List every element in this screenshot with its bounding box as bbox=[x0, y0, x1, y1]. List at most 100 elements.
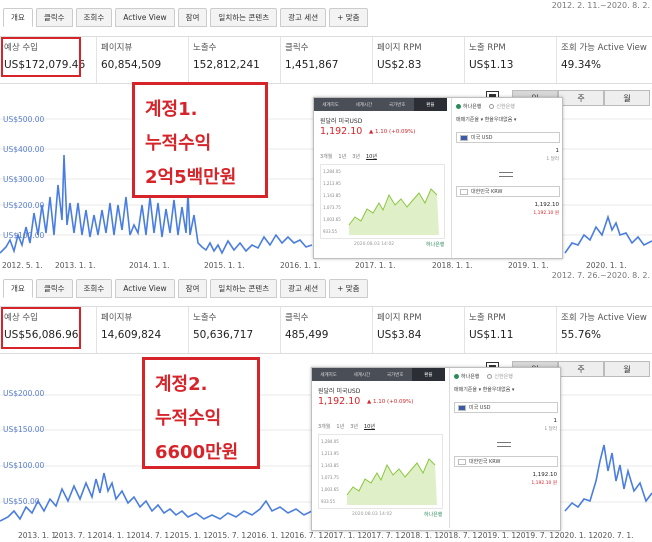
metric-pageviews[interactable]: 페이지뷰 60,854,509 bbox=[96, 37, 188, 83]
metrics-row: 예상 수입 US$172,079.46 페이지뷰 60,854,509 노출수 … bbox=[0, 36, 652, 84]
x-axis-label: 2017. 1. 1. bbox=[324, 531, 365, 540]
x-axis-label: 2020. 7. 1. bbox=[593, 531, 634, 540]
metric-estimated-earnings[interactable]: 예상 수입 US$56,086.96 bbox=[0, 307, 95, 353]
fx-nav-country-code[interactable]: 국가번호 bbox=[388, 102, 406, 108]
x-axis-label: 2013. 1. 1. bbox=[18, 531, 59, 540]
fx-bank-radio-shinhan[interactable]: 신한은행 bbox=[489, 103, 515, 110]
date-range[interactable]: 2012. 2. 11.~2020. 8. 2. bbox=[551, 1, 650, 10]
fx-nav-world-map[interactable]: 세계지도 bbox=[320, 372, 337, 378]
fx-nav-world-time[interactable]: 세계시간 bbox=[355, 102, 373, 108]
period-month-button[interactable]: 월 bbox=[604, 361, 650, 377]
fx-line bbox=[346, 458, 436, 496]
fx-nav-exchange-rate[interactable]: 환율 bbox=[411, 368, 445, 381]
metric-clicks[interactable]: 클릭수 485,499 bbox=[280, 307, 372, 353]
tab-active-view[interactable]: Active View bbox=[115, 279, 175, 298]
kr-flag-icon bbox=[458, 459, 466, 465]
period-week-button[interactable]: 주 bbox=[558, 90, 604, 106]
fx-period-10y[interactable]: 10년 bbox=[363, 424, 375, 430]
fx-to-currency-select[interactable]: 대한민국 KRW bbox=[454, 456, 558, 467]
metric-impression-rpm[interactable]: 노출 RPM US$1.13 bbox=[464, 37, 556, 83]
tab-ad-sessions[interactable]: 광고 세션 bbox=[280, 8, 327, 27]
fx-y-tick: 1,284.05 bbox=[323, 169, 341, 174]
earnings-highlight-box bbox=[1, 307, 81, 349]
metric-page-rpm[interactable]: 페이지 RPM US$3.84 bbox=[372, 307, 464, 353]
fx-period-3y[interactable]: 3년 bbox=[350, 424, 358, 430]
tab-views[interactable]: 조회수 bbox=[75, 8, 113, 27]
annotation-callout: 계정1. 누적수익 2억5백만원 bbox=[132, 82, 268, 198]
radio-on-icon bbox=[456, 104, 461, 109]
metric-impression-rpm[interactable]: 노출 RPM US$1.11 bbox=[464, 307, 556, 353]
metric-label: 클릭수 bbox=[285, 43, 309, 53]
period-month-button[interactable]: 월 bbox=[604, 90, 650, 106]
fx-from-amount[interactable]: 1 bbox=[555, 148, 560, 154]
tab-clicks[interactable]: 클릭수 bbox=[35, 279, 73, 298]
tab-matched-content[interactable]: 일치하는 콘텐츠 bbox=[210, 279, 278, 298]
fx-bank-radio-hana[interactable]: 하나은행 bbox=[454, 373, 479, 380]
fx-bank-radios: 하나은행 신한은행 bbox=[454, 373, 513, 380]
fx-period-tabs: 3개월 1년 3년 10년 bbox=[318, 423, 375, 430]
tab-engagement[interactable]: 잠여 bbox=[177, 8, 208, 27]
fx-area bbox=[347, 459, 437, 505]
x-axis-label: 2014. 7. 1. bbox=[131, 531, 172, 540]
fx-title: 원달러 미국USD bbox=[318, 388, 361, 395]
metric-active-view[interactable]: 조회 가능 Active View 55.76% bbox=[556, 307, 652, 353]
metric-label: 클릭수 bbox=[285, 313, 309, 323]
fx-to-currency-select[interactable]: 대한민국 KRW bbox=[456, 186, 560, 197]
x-axis-label: 2018. 1. 1. bbox=[432, 261, 473, 270]
metric-value: US$3.84 bbox=[377, 329, 422, 341]
metric-active-view[interactable]: 조회 가능 Active View 49.34% bbox=[556, 37, 652, 83]
fx-period-3y[interactable]: 3년 bbox=[352, 154, 360, 160]
metric-value: 152,812,241 bbox=[193, 59, 260, 71]
tab-custom[interactable]: + 맞춤 bbox=[329, 8, 368, 27]
fx-y-tick: 1,073.75 bbox=[323, 205, 341, 210]
fx-area bbox=[349, 189, 439, 235]
fx-to-sub: 1,192.10 원 bbox=[531, 481, 557, 486]
tab-overview[interactable]: 개요 bbox=[3, 279, 33, 298]
metric-impressions[interactable]: 노출수 50,636,717 bbox=[188, 307, 280, 353]
fx-nav-world-map[interactable]: 세계지도 bbox=[322, 102, 339, 108]
metric-clicks[interactable]: 클릭수 1,451,867 bbox=[280, 37, 372, 83]
metric-value: 50,636,717 bbox=[193, 329, 254, 341]
fx-period-3m[interactable]: 3개월 bbox=[320, 154, 333, 160]
fx-nav-exchange-rate[interactable]: 환율 bbox=[413, 98, 447, 111]
fx-from-amount[interactable]: 1 bbox=[553, 418, 558, 424]
tab-overview[interactable]: 개요 bbox=[3, 8, 33, 27]
fx-to-amount[interactable]: 1,192.10 bbox=[534, 202, 560, 208]
tab-engagement[interactable]: 잠여 bbox=[177, 279, 208, 298]
fx-y-tick: 1,213.95 bbox=[323, 181, 341, 186]
metric-page-rpm[interactable]: 페이지 RPM US$2.83 bbox=[372, 37, 464, 83]
earnings-series-line-right bbox=[564, 444, 652, 512]
fx-to-amount[interactable]: 1,192.10 bbox=[532, 472, 558, 478]
fx-period-1y[interactable]: 1년 bbox=[336, 424, 345, 430]
metric-pageviews[interactable]: 페이지뷰 14,609,824 bbox=[96, 307, 188, 353]
fx-change: ▲ 1.10 (+0.09%) bbox=[367, 399, 414, 405]
tab-custom[interactable]: + 맞춤 bbox=[329, 279, 368, 298]
fx-timestamp: 2020.08.03 14:02 bbox=[352, 512, 393, 517]
fx-from-currency-select[interactable]: 미국 USD bbox=[456, 132, 560, 143]
tab-active-view[interactable]: Active View bbox=[115, 8, 175, 27]
tab-matched-content[interactable]: 일치하는 콘텐츠 bbox=[210, 8, 278, 27]
fx-period-10y[interactable]: 10년 bbox=[365, 154, 377, 160]
x-axis-label: 2018. 1. 1. bbox=[401, 531, 442, 540]
fx-bank-radio-shinhan[interactable]: 신한은행 bbox=[487, 373, 513, 380]
metric-impressions[interactable]: 노출수 152,812,241 bbox=[188, 37, 280, 83]
fx-nav-country-code[interactable]: 국가번호 bbox=[386, 372, 404, 378]
fx-nav-world-time[interactable]: 세계시간 bbox=[353, 372, 371, 378]
fx-title: 원달러 미국USD bbox=[320, 118, 363, 125]
fx-period-3m[interactable]: 3개월 bbox=[318, 424, 331, 430]
date-range[interactable]: 2012. 7. 26.~2020. 8. 2. bbox=[551, 271, 650, 280]
y-axis-label: US$50.00 bbox=[3, 497, 40, 506]
fx-period-1y[interactable]: 1년 bbox=[338, 154, 347, 160]
fx-from-currency-select[interactable]: 미국 USD bbox=[454, 402, 558, 413]
tab-clicks[interactable]: 클릭수 bbox=[35, 8, 73, 27]
tab-ad-sessions[interactable]: 광고 세션 bbox=[280, 279, 327, 298]
period-week-button[interactable]: 주 bbox=[558, 361, 604, 377]
fx-from-currency-label: 미국 USD bbox=[471, 135, 493, 141]
fx-rate: 1,192.10 bbox=[320, 126, 363, 137]
metric-estimated-earnings[interactable]: 예상 수입 US$172,079.46 bbox=[0, 37, 95, 83]
fx-rate-type-select[interactable]: 매매기준율 ▾ 환율우대없음 ▾ bbox=[456, 117, 517, 123]
tab-views[interactable]: 조회수 bbox=[75, 279, 113, 298]
fx-bank-radio-hana[interactable]: 하나은행 bbox=[456, 103, 481, 110]
fx-rate-type-select[interactable]: 매매기준율 ▾ 환율우대없음 ▾ bbox=[454, 387, 515, 393]
earnings-series-line bbox=[0, 154, 313, 255]
